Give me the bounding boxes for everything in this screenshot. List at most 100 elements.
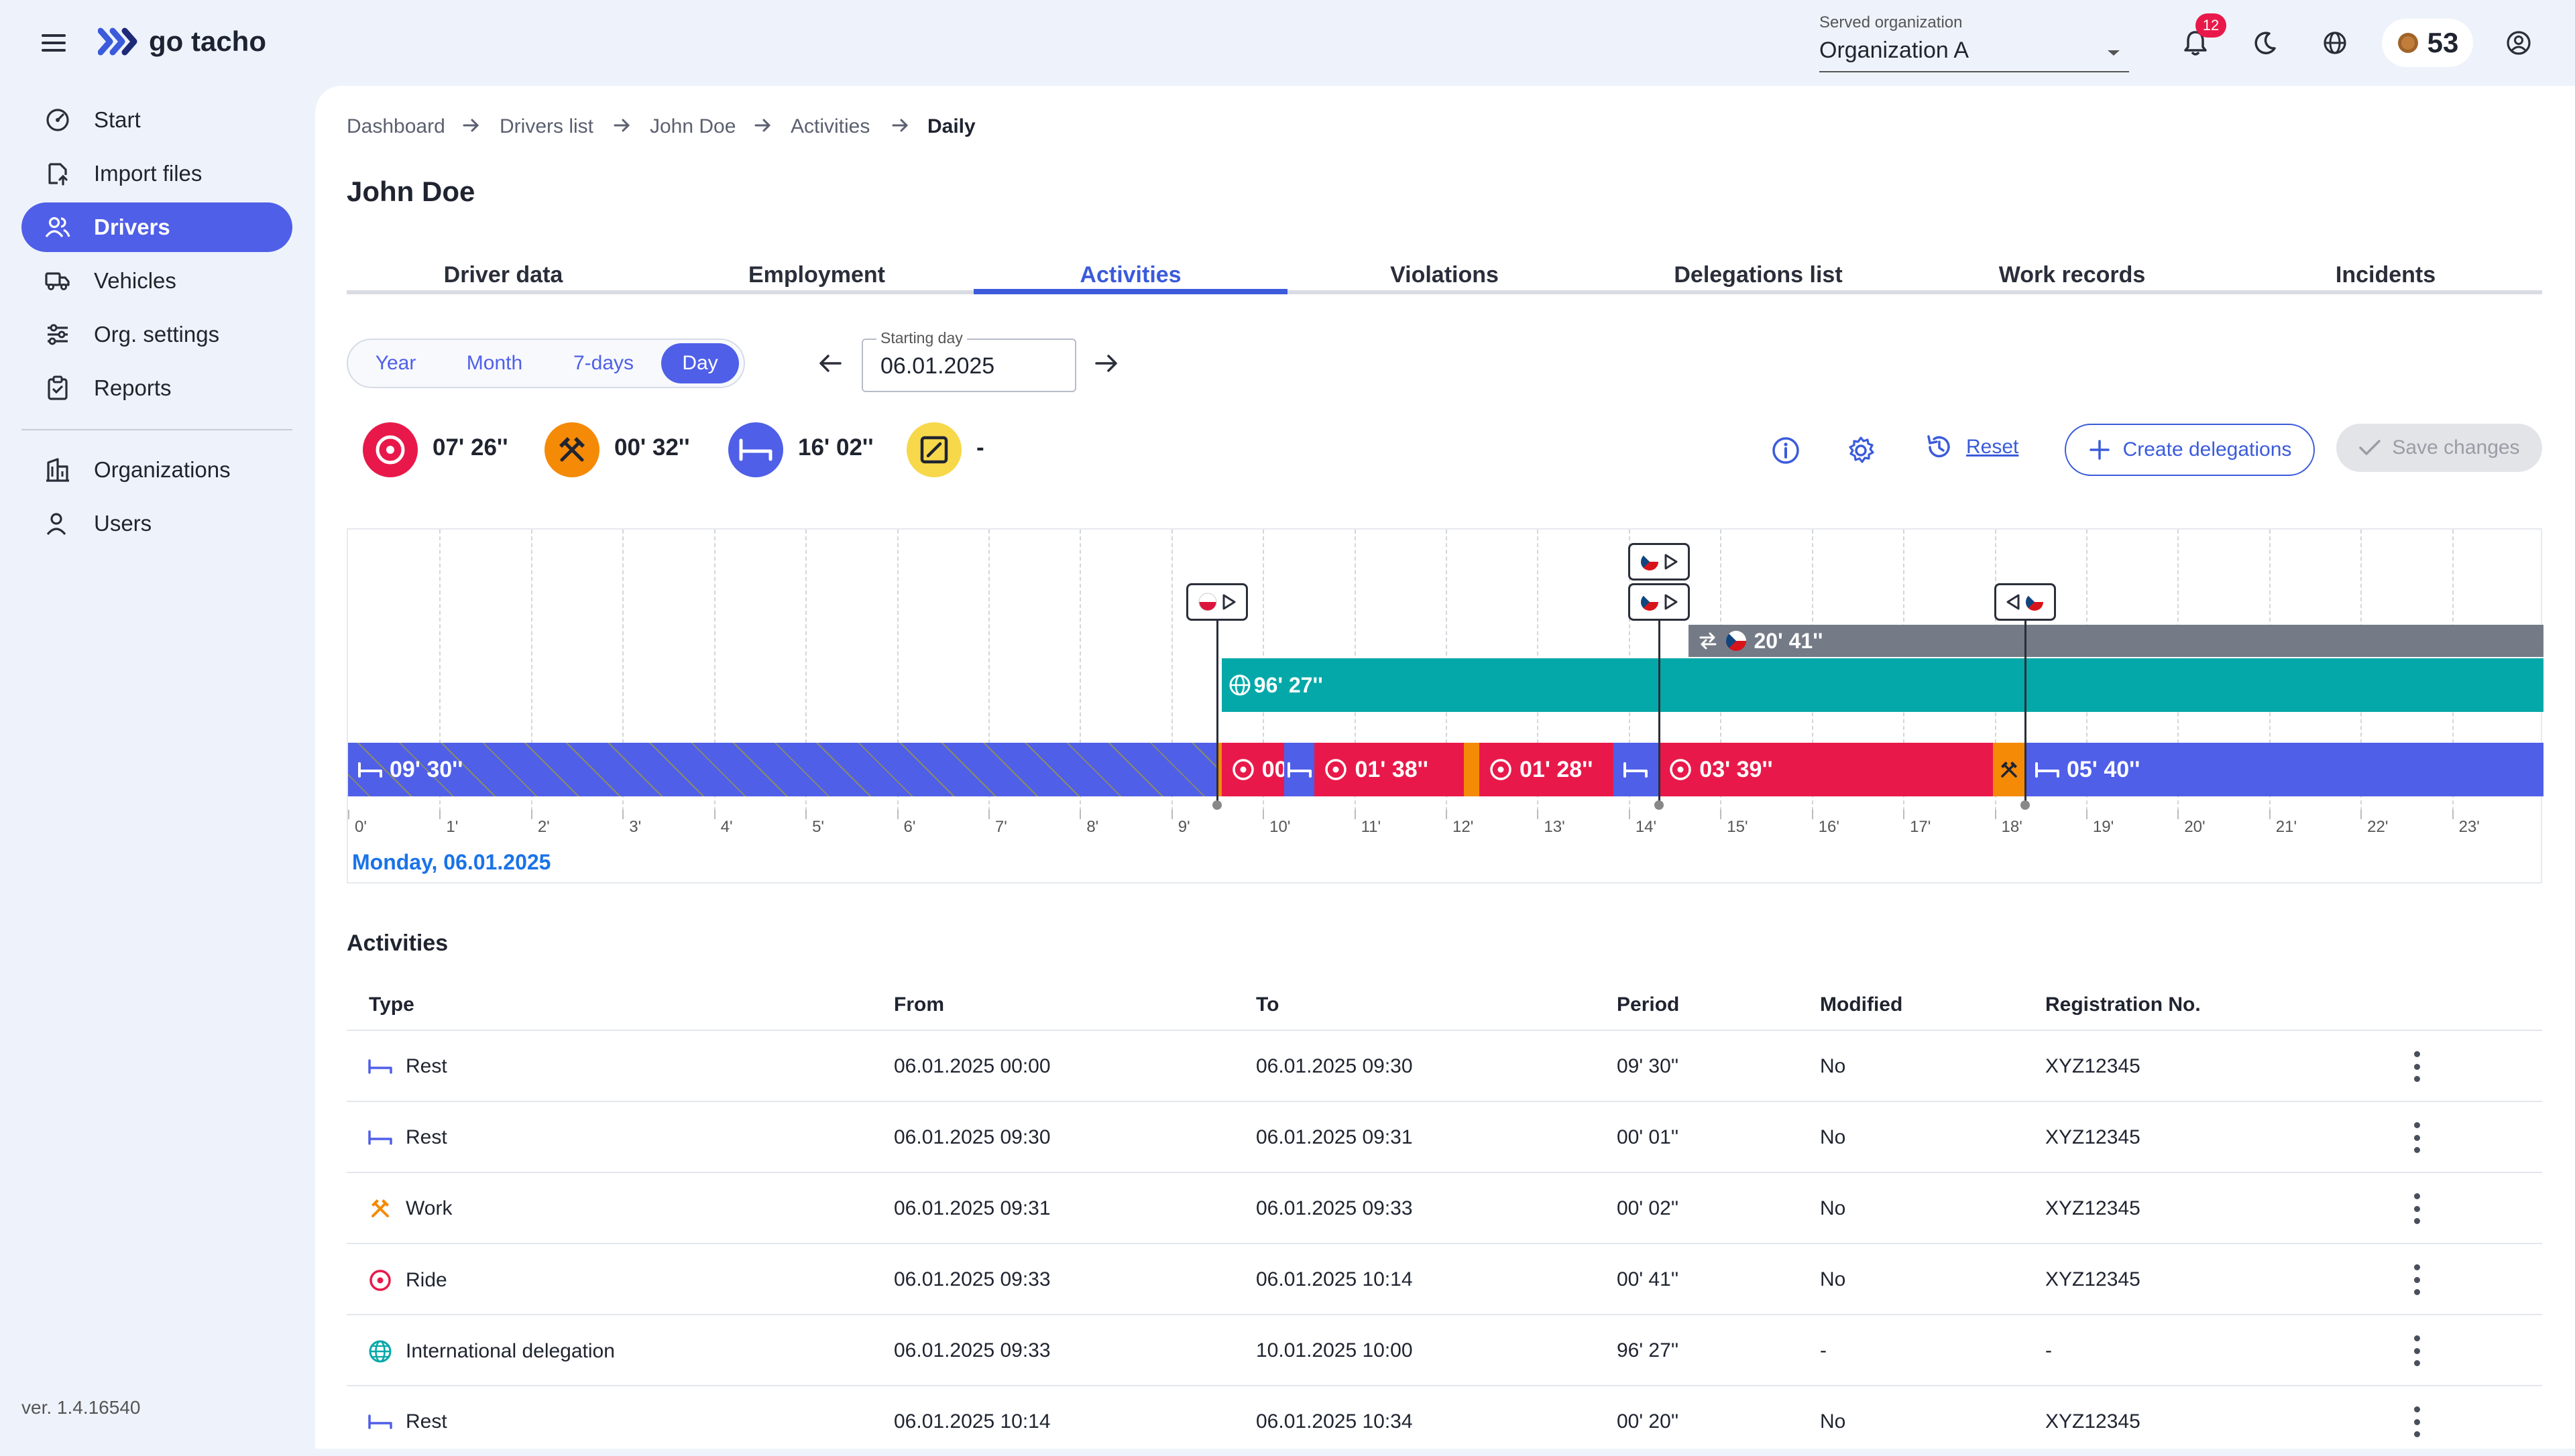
period-month-button[interactable]: Month <box>466 352 523 374</box>
account-button[interactable] <box>2492 16 2545 70</box>
sidebar-item-drivers[interactable]: Drivers <box>21 202 292 252</box>
breadcrumb-drivers-list[interactable]: Drivers list <box>500 115 593 137</box>
row-menu-icon[interactable] <box>2412 1193 2421 1224</box>
breadcrumb-dashboard[interactable]: Dashboard <box>347 115 445 137</box>
breadcrumb-activities[interactable]: Activities <box>791 115 870 137</box>
border-crossing-tag-cz[interactable] <box>1628 583 1691 621</box>
ride-icon <box>1668 757 1693 782</box>
from-cell: 06.01.2025 09:33 <box>894 1339 1051 1361</box>
period-day-button[interactable]: Day <box>661 343 739 383</box>
flag-cz-icon <box>1725 629 1748 652</box>
table-row[interactable]: International delegation 06.01.2025 09:33… <box>347 1314 2542 1385</box>
activity-bar-rest[interactable] <box>1283 743 1315 796</box>
sidebar-item-users[interactable]: Users <box>21 499 292 548</box>
tab-incidents[interactable]: Incidents <box>2335 261 2436 288</box>
country-bar-label: 20' 41'' <box>1754 628 1823 653</box>
save-changes-button[interactable]: Save changes <box>2336 424 2542 472</box>
table-row[interactable]: Rest 06.01.2025 09:30 06.01.2025 09:31 00' … <box>347 1101 2542 1172</box>
border-crossing-handle[interactable] <box>2020 800 2030 810</box>
table-row[interactable]: Work 06.01.2025 09:31 06.01.2025 09:33 00' … <box>347 1172 2542 1243</box>
border-crossing-tag-pl[interactable] <box>1186 583 1248 621</box>
activity-bar-work[interactable] <box>1218 743 1224 796</box>
delegation-bar[interactable]: 96' 27'' <box>1221 658 2543 712</box>
bed-icon <box>367 1414 394 1430</box>
table-row[interactable]: Rest 06.01.2025 10:14 06.01.2025 10:34 00' … <box>347 1385 2542 1456</box>
tab-delegations-list[interactable]: Delegations list <box>1674 261 1843 288</box>
row-menu-icon[interactable] <box>2412 1335 2421 1366</box>
row-menu-icon[interactable] <box>2412 1406 2421 1437</box>
reset-button[interactable]: Reset <box>1925 432 2018 462</box>
hour-label: 22' <box>2367 818 2389 836</box>
border-crossing-tag-cz[interactable] <box>1628 543 1691 581</box>
column-to[interactable]: To <box>1256 993 1279 1016</box>
info-button[interactable] <box>1759 424 1813 477</box>
activity-bar-rest[interactable] <box>1613 743 1660 796</box>
column-type[interactable]: Type <box>369 993 414 1016</box>
column-from[interactable]: From <box>894 993 944 1016</box>
tab-driver-data[interactable]: Driver data <box>443 261 563 288</box>
hour-label: 2' <box>537 818 550 836</box>
notifications-button[interactable]: 12 <box>2169 13 2226 70</box>
row-menu-icon[interactable] <box>2412 1264 2421 1295</box>
activity-bar-work[interactable] <box>1464 743 1480 796</box>
sidebar-item-organizations[interactable]: Organizations <box>21 445 292 495</box>
timeline-day-label: Monday, 06.01.2025 <box>352 850 551 874</box>
to-cell: 06.01.2025 10:14 <box>1256 1268 1413 1290</box>
availability-icon <box>907 422 962 477</box>
tab-violations[interactable]: Violations <box>1390 261 1499 288</box>
activity-bar-rest[interactable]: 09' 30'' <box>348 743 1217 796</box>
table-row[interactable]: Rest 06.01.2025 00:00 06.01.2025 09:30 09' … <box>347 1030 2542 1101</box>
sidebar-item-start[interactable]: Start <box>21 95 292 145</box>
table-row[interactable]: Ride 06.01.2025 09:33 06.01.2025 10:14 00' … <box>347 1243 2542 1314</box>
activity-bar-ride[interactable]: 01' 28'' <box>1479 743 1614 796</box>
coins-balance[interactable]: 53 <box>2382 19 2473 67</box>
served-org-label: Served organization <box>1819 13 1963 32</box>
ride-icon <box>1489 757 1513 782</box>
activity-bar-ride[interactable]: 01' 38'' <box>1314 743 1465 796</box>
row-menu-icon[interactable] <box>2412 1122 2421 1153</box>
starting-day-field[interactable]: Starting day 06.01.2025 <box>862 329 1076 392</box>
sidebar-item-reports[interactable]: Reports <box>21 363 292 413</box>
from-cell: 06.01.2025 09:31 <box>894 1197 1051 1219</box>
registration-cell: XYZ12345 <box>2045 1126 2140 1148</box>
activity-bar-ride[interactable]: 03' 39'' <box>1659 743 1994 796</box>
create-delegations-button[interactable]: Create delegations <box>2065 424 2315 476</box>
sidebar-item-vehicles[interactable]: Vehicles <box>21 256 292 306</box>
period-7days-button[interactable]: 7-days <box>573 352 634 374</box>
hour-label: 4' <box>720 818 733 836</box>
activity-bar-ride[interactable]: 00' 41'' <box>1221 743 1284 796</box>
period-cell: 96' 27'' <box>1617 1339 1679 1361</box>
to-cell: 06.01.2025 09:33 <box>1256 1197 1413 1219</box>
type-label: International delegation <box>406 1340 615 1362</box>
settings-button[interactable] <box>1834 424 1888 477</box>
border-crossing-handle[interactable] <box>1654 800 1664 810</box>
served-organization-select[interactable]: Served organization Organization A <box>1819 11 2129 72</box>
hour-grid-line <box>439 530 441 811</box>
modified-cell: No <box>1820 1410 1846 1433</box>
tab-employment[interactable]: Employment <box>748 261 886 288</box>
period-year-button[interactable]: Year <box>375 352 416 374</box>
sidebar-item-label: Drivers <box>94 215 170 239</box>
next-day-button[interactable] <box>1080 337 1133 390</box>
menu-icon[interactable] <box>27 16 80 70</box>
hour-tick <box>1080 810 1082 819</box>
hour-tick <box>1446 810 1447 819</box>
column-period[interactable]: Period <box>1617 993 1680 1016</box>
sidebar-item-org-settings[interactable]: Org. settings <box>21 310 292 359</box>
activity-bar-rest[interactable]: 05' 40'' <box>2024 743 2543 796</box>
language-button[interactable] <box>2308 16 2362 70</box>
breadcrumb-john-doe[interactable]: John Doe <box>650 115 736 137</box>
activity-bar-work[interactable] <box>1993 743 2025 796</box>
border-crossing-handle[interactable] <box>1212 800 1222 810</box>
country-bar-cz[interactable]: 20' 41'' <box>1688 625 2543 657</box>
column-registration-no[interactable]: Registration No. <box>2045 993 2201 1016</box>
previous-day-button[interactable] <box>803 337 857 390</box>
tab-activities[interactable]: Activities <box>1080 261 1182 288</box>
dark-mode-toggle[interactable] <box>2238 16 2292 70</box>
border-crossing-tag-cz[interactable] <box>1994 583 2056 621</box>
sidebar-item-import-files[interactable]: Import files <box>21 149 292 198</box>
row-menu-icon[interactable] <box>2412 1051 2421 1082</box>
column-modified[interactable]: Modified <box>1820 993 1903 1016</box>
tab-work-records[interactable]: Work records <box>1998 261 2146 288</box>
logo[interactable]: go tacho <box>98 25 266 58</box>
